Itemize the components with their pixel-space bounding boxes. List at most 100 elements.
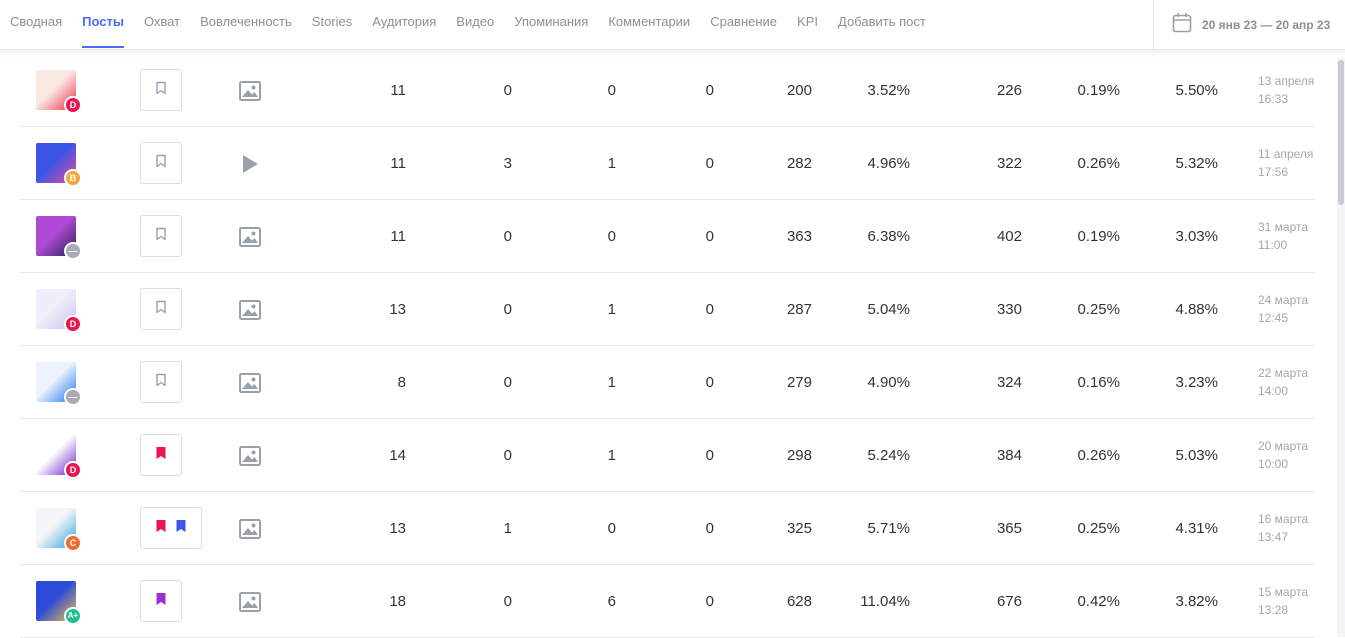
grade-badge: B — [64, 169, 82, 187]
table-row[interactable]: D 14 0 1 0 298 5.24% 384 0.26% 5.03% 20 марта 10:00 — [20, 419, 1315, 492]
bookmark-button[interactable] — [140, 215, 182, 257]
metric-cell-9: 4.88% — [1175, 301, 1218, 318]
metric-cell-3: 1 — [607, 374, 616, 391]
image-icon — [238, 590, 262, 614]
tab-7[interactable]: Упоминания — [514, 14, 589, 29]
post-date-day: 16 марта — [1258, 512, 1309, 526]
post-date: 15 марта 13:28 — [1258, 583, 1315, 619]
metric-cell-9: 4.31% — [1175, 520, 1218, 537]
metric-cell-1: 13 — [389, 301, 406, 318]
table-row[interactable]: — 8 0 1 0 279 4.90% 324 0.16% 3.23% 22 марта 14:00 — [20, 346, 1315, 419]
bookmark-button[interactable] — [140, 361, 182, 403]
metric-cell-5: 628 — [786, 593, 812, 610]
bookmark-button[interactable] — [140, 507, 202, 549]
metric-cell-1: 8 — [397, 374, 406, 391]
table-row[interactable]: D 11 0 0 0 200 3.52% 226 0.19% 5.50% 13 апреля 16:3… — [20, 54, 1315, 127]
post-date-time: 10:00 — [1258, 457, 1289, 471]
bookmark-button[interactable] — [140, 434, 182, 476]
metric-cell-4: 0 — [705, 374, 714, 391]
post-date-time: 16:33 — [1258, 92, 1289, 106]
metric-cell-1: 11 — [390, 228, 406, 245]
metric-cell-9: 3.82% — [1175, 593, 1218, 610]
tab-10[interactable]: KPI — [797, 14, 819, 29]
metric-cell-5: 287 — [786, 301, 812, 318]
metric-cell-3: 1 — [607, 301, 616, 318]
grade-badge: — — [64, 242, 82, 260]
metric-cell-4: 0 — [705, 447, 714, 464]
metric-cell-9: 5.03% — [1175, 447, 1218, 464]
posts-table: D 11 0 0 0 200 3.52% 226 0.19% 5.50% 13 апреля 16:3… — [20, 54, 1315, 638]
post-date-time: 13:47 — [1258, 530, 1289, 544]
grade-badge: D — [64, 96, 82, 114]
metric-cell-4: 0 — [705, 301, 714, 318]
tab-9[interactable]: Сравнение — [710, 14, 778, 29]
tab-5[interactable]: Аудитория — [372, 14, 437, 29]
table-row[interactable]: C 13 1 0 0 325 5.71% 365 0.25% 4.31% 16 марта 13:47 — [20, 492, 1315, 565]
date-range-picker[interactable]: 20 янв 23 — 20 апр 23 — [1153, 0, 1345, 50]
table-row[interactable]: A+ 18 0 6 0 628 11.04% 676 0.42% 3.82% 15 марта 13:… — [20, 565, 1315, 638]
table-row[interactable]: B 11 3 1 0 282 4.96% 322 0.26% 5.32% 11 апреля 17:5… — [20, 127, 1315, 200]
metric-cell-8: 0.26% — [1077, 447, 1120, 464]
tab-1[interactable]: Посты — [82, 0, 124, 50]
tab-11[interactable]: Добавить пост — [838, 14, 926, 29]
post-date: 13 апреля 16:33 — [1258, 72, 1315, 108]
post-date-time: 11:00 — [1258, 238, 1288, 252]
metric-cell-6: 5.71% — [867, 520, 910, 537]
metric-cell-2: 0 — [503, 82, 512, 99]
metric-cell-8: 0.25% — [1077, 301, 1120, 318]
post-date-day: 22 марта — [1258, 366, 1309, 380]
metric-cell-3: 0 — [607, 82, 616, 99]
scrollbar-thumb[interactable] — [1338, 60, 1344, 205]
metric-cell-4: 0 — [705, 520, 714, 537]
bookmark-filled-icon — [175, 519, 187, 538]
tab-3[interactable]: Вовлеченность — [200, 14, 292, 29]
metric-cell-1: 13 — [389, 520, 406, 537]
bookmark-button[interactable] — [140, 288, 182, 330]
metric-cell-3: 6 — [607, 593, 616, 610]
tab-6[interactable]: Видео — [456, 14, 495, 29]
metric-cell-8: 0.26% — [1077, 155, 1120, 172]
calendar-icon — [1172, 12, 1192, 39]
metric-cell-6: 11.04% — [860, 593, 910, 610]
image-icon — [238, 298, 262, 322]
post-date: 31 марта 11:00 — [1258, 218, 1315, 254]
metric-cell-1: 11 — [390, 155, 406, 172]
video-icon — [238, 152, 262, 176]
metric-cell-2: 0 — [503, 374, 512, 391]
metric-cell-8: 0.19% — [1077, 82, 1120, 99]
top-navigation-bar: Сводная Посты Охват Вовлеченность Stories Ауд… — [0, 0, 1345, 50]
metric-cell-5: 363 — [786, 228, 812, 245]
post-date: 20 марта 10:00 — [1258, 437, 1315, 473]
metric-cell-6: 6.38% — [867, 228, 910, 245]
metric-cell-6: 3.52% — [867, 82, 910, 99]
tab-8[interactable]: Комментарии — [608, 14, 691, 29]
bookmark-button[interactable] — [140, 142, 182, 184]
metric-cell-5: 298 — [786, 447, 812, 464]
bookmark-button[interactable] — [140, 580, 182, 622]
metric-cell-7: 676 — [996, 593, 1022, 610]
tab-4[interactable]: Stories — [311, 14, 353, 29]
grade-badge: — — [64, 388, 82, 406]
post-date: 11 апреля 17:56 — [1258, 145, 1315, 181]
metric-cell-7: 330 — [996, 301, 1022, 318]
tab-list: Сводная Посты Охват Вовлеченность Stories Ауд… — [0, 0, 936, 50]
metric-cell-5: 279 — [786, 374, 812, 391]
table-row[interactable]: — 11 0 0 0 363 6.38% 402 0.19% 3.03% 31 марта 11:00 — [20, 200, 1315, 273]
tab-2[interactable]: Охват — [143, 14, 181, 29]
metric-cell-8: 0.25% — [1077, 520, 1120, 537]
post-date: 22 марта 14:00 — [1258, 364, 1315, 400]
metric-cell-7: 365 — [996, 520, 1022, 537]
post-date: 16 марта 13:47 — [1258, 510, 1315, 546]
metric-cell-8: 0.16% — [1077, 374, 1120, 391]
metric-cell-4: 0 — [705, 82, 714, 99]
metric-cell-3: 0 — [607, 520, 616, 537]
scrollbar-track[interactable] — [1337, 58, 1345, 637]
post-date: 24 марта 12:45 — [1258, 291, 1315, 327]
bookmark-button[interactable] — [140, 69, 182, 111]
date-range-label: 20 янв 23 — 20 апр 23 — [1202, 18, 1331, 32]
post-date-time: 13:28 — [1258, 603, 1289, 617]
metric-cell-4: 0 — [705, 593, 714, 610]
metric-cell-7: 322 — [996, 155, 1022, 172]
table-row[interactable]: D 13 0 1 0 287 5.04% 330 0.25% 4.88% 24 марта 12:45 — [20, 273, 1315, 346]
tab-0[interactable]: Сводная — [10, 14, 63, 29]
